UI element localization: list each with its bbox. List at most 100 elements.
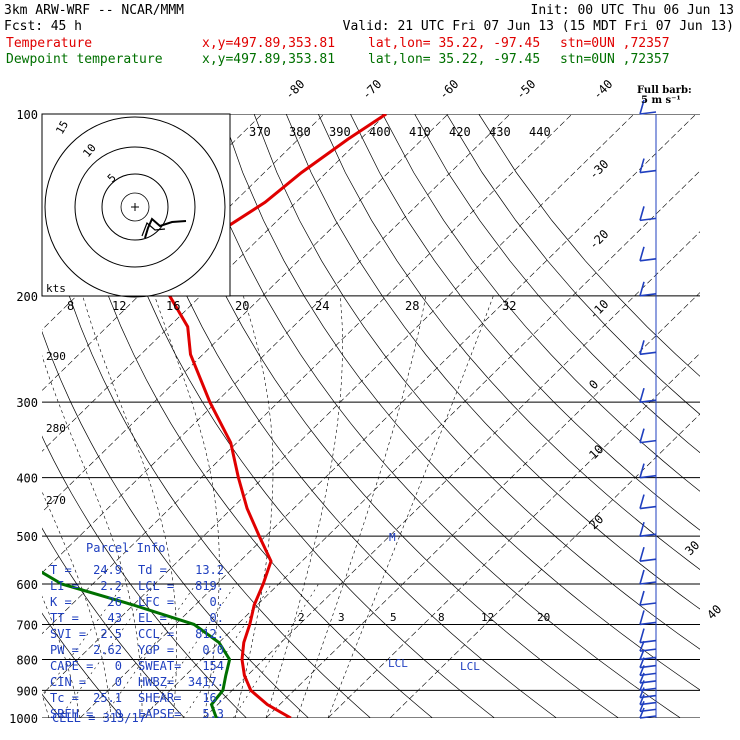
pressure-label: 500 bbox=[16, 530, 38, 544]
theta-left-label: 270 bbox=[46, 494, 66, 507]
theta-label: 430 bbox=[489, 125, 511, 139]
parcel-key: LI = bbox=[50, 579, 79, 593]
parcel-key2: CCL = bbox=[138, 627, 174, 641]
parcel-value2: 13.2 bbox=[195, 563, 224, 577]
theta-left-label: 280 bbox=[46, 422, 66, 435]
parcel-key2: Td = bbox=[138, 563, 167, 577]
theta-label: 410 bbox=[409, 125, 431, 139]
isotherm-label-right: 40 bbox=[704, 602, 724, 622]
dry-adiabat bbox=[125, 114, 557, 718]
parcel-key: K = bbox=[50, 595, 72, 609]
hodo-center bbox=[131, 203, 139, 211]
moist-adiabat bbox=[42, 595, 81, 718]
wind-barb bbox=[639, 281, 657, 297]
pressure-label: 900 bbox=[16, 684, 38, 698]
wind-barb bbox=[639, 569, 657, 585]
hodo-frame bbox=[41, 113, 231, 297]
mixing-ratio-label: 5 bbox=[390, 611, 397, 624]
hodo-ring-inner bbox=[120, 192, 150, 222]
barb-legend-units: 5 m s⁻¹ bbox=[641, 95, 681, 106]
pressure-label: 400 bbox=[16, 472, 38, 486]
dry-adiabat bbox=[253, 114, 700, 650]
parcel-value: 2.62 bbox=[93, 643, 122, 657]
dry-adiabat bbox=[42, 612, 123, 718]
theta-left-label: 290 bbox=[46, 350, 66, 363]
parcel-value2: 154 bbox=[202, 659, 224, 673]
isotherm-label-right: 30 bbox=[682, 538, 702, 558]
isotherm-line bbox=[265, 292, 700, 718]
diagram-grid bbox=[42, 114, 700, 718]
wind-barb bbox=[639, 428, 657, 444]
temp-latlon: lat,lon= 35.22, -97.45 bbox=[368, 36, 540, 51]
hodo-speed-label: 24 bbox=[315, 299, 329, 313]
moist-adiabat bbox=[327, 295, 494, 718]
dry-adiabat bbox=[350, 114, 700, 531]
parcel-title: Parcel Info bbox=[86, 541, 165, 555]
parcel-value: 0 bbox=[115, 675, 122, 689]
lcl-marker: LCL bbox=[388, 657, 408, 670]
lcl-marker-2: LCL bbox=[460, 660, 480, 673]
parcel-value: 0 bbox=[115, 707, 122, 721]
hodo-speed-label: 16 bbox=[166, 299, 180, 313]
parcel-key: CAPE = bbox=[50, 659, 93, 673]
isotherm-label-right: -10 bbox=[586, 297, 611, 322]
wind-barbs bbox=[639, 99, 657, 719]
dry-adiabat bbox=[478, 114, 700, 377]
wind-barb bbox=[639, 590, 657, 606]
dry-adiabat bbox=[382, 114, 700, 492]
isotherm-label-right: 0 bbox=[586, 377, 601, 392]
mixing-ratio-label: 2 bbox=[298, 611, 305, 624]
dry-adiabat bbox=[42, 527, 185, 718]
parcel-key2: YGP = bbox=[138, 643, 174, 657]
parcel-key: CIN = bbox=[50, 675, 86, 689]
pressure-label: 800 bbox=[16, 653, 38, 667]
moist-adiabat bbox=[154, 295, 220, 718]
mixing-ratio-label: 20 bbox=[537, 611, 550, 624]
pressure-label: 1000 bbox=[9, 712, 38, 726]
wind-barb bbox=[639, 494, 657, 510]
dry-adiabat bbox=[414, 114, 700, 454]
parcel-value: 2.2 bbox=[100, 579, 122, 593]
pressure-label: 300 bbox=[16, 396, 38, 410]
mixing-ratio-label: 8 bbox=[438, 611, 445, 624]
theta-label: 370 bbox=[249, 125, 271, 139]
parcel-key2: HWBZ= bbox=[138, 675, 174, 689]
parcel-key2: SWEAT= bbox=[138, 659, 181, 673]
wind-barb bbox=[639, 246, 657, 262]
isotherm-label-right: -30 bbox=[586, 157, 611, 182]
parcel-info-table: T = 24.9 Td = 13.2 LI = 2.2 LCL = 819. K = 26 LFC … bbox=[50, 563, 224, 721]
dry-adiabat bbox=[93, 114, 495, 718]
isotherm-label-top: -40 bbox=[590, 77, 615, 102]
wind-barb bbox=[639, 463, 657, 479]
moist-adiabat bbox=[42, 490, 112, 718]
parcel-value: 26 bbox=[108, 595, 122, 609]
barb-legend-title: Full barb: bbox=[637, 85, 692, 96]
dry-adiabat bbox=[317, 114, 700, 570]
wind-barb bbox=[639, 546, 657, 562]
parcel-value: 43 bbox=[108, 611, 122, 625]
pressure-label: 200 bbox=[16, 290, 38, 304]
dry-adiabat bbox=[221, 114, 700, 691]
parcel-key: SREH = bbox=[50, 707, 93, 721]
fcst-label: Fcst: bbox=[4, 19, 43, 34]
dry-adiabat bbox=[42, 192, 371, 718]
parcel-value2: 0. bbox=[210, 611, 224, 625]
isotherm-label-top: -60 bbox=[436, 77, 461, 102]
theta-label: 380 bbox=[289, 125, 311, 139]
hodo-ring bbox=[44, 116, 226, 298]
parcel-value2: 0.0 bbox=[202, 643, 224, 657]
isotherm-label-right: -20 bbox=[586, 227, 611, 252]
mixing-ratio-line bbox=[233, 583, 319, 718]
wind-barb bbox=[639, 694, 657, 706]
legend-temperature: Temperature bbox=[6, 36, 92, 51]
parcel-key: TT = bbox=[50, 611, 79, 625]
wind-barb bbox=[639, 99, 657, 115]
wind-barb bbox=[639, 387, 657, 403]
theta-label: 440 bbox=[529, 125, 551, 139]
dry-adiabat bbox=[446, 114, 700, 415]
temp-xy: x,y=497.89,353.81 bbox=[202, 36, 335, 51]
parcel-key: SVI = bbox=[50, 627, 86, 641]
wind-barb bbox=[639, 206, 657, 222]
